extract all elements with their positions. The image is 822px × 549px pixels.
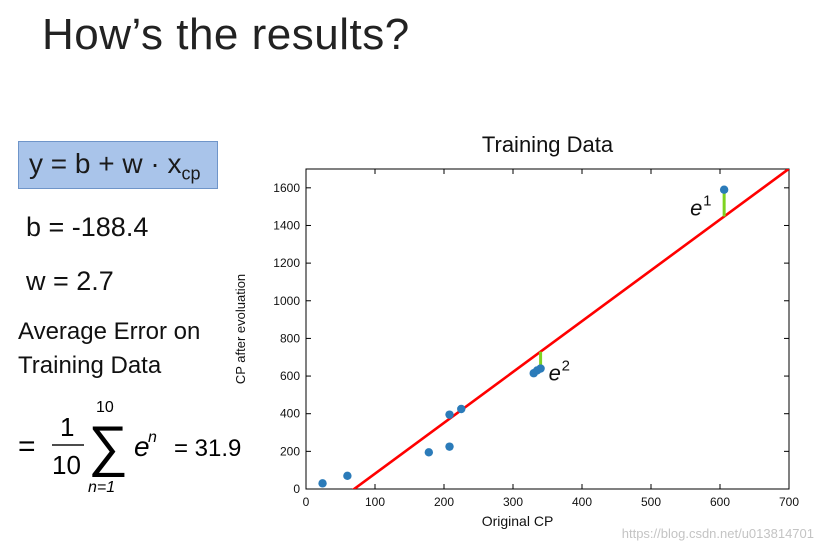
data-point [343,471,352,481]
x-tick-label: 200 [434,495,454,509]
x-tick-label: 0 [303,495,310,509]
x-tick-label: 100 [365,495,385,509]
x-tick-label: 500 [641,495,661,509]
error-label-sup-1: 1 [703,193,711,210]
regression-formula: y = b + w · xcp [29,148,201,185]
eq-equals: = [18,430,36,463]
data-point [424,448,434,457]
y-axis-label: CP after evoluation [233,274,248,384]
formula-lhs: y = b + w · x [29,148,182,179]
y-tick-label: 1600 [273,181,300,195]
error-label-2: e [549,361,561,386]
sum-term-superscript: n [148,429,157,446]
sum-upper-limit: 10 [96,399,114,416]
w-value: w = 2.7 [26,266,114,296]
average-error-equation: = 1 10 10 ∑ n=1 e n = 31.9 [18,399,241,496]
data-point [719,185,729,194]
x-tick-label: 600 [710,495,730,509]
average-error-line1: Average Error on [18,318,201,345]
formula-subscript: cp [181,163,201,184]
data-point [445,442,454,451]
average-error-line2: Training Data [18,352,162,379]
frac-denominator: 10 [52,450,81,480]
error-label-sup-2: 2 [562,358,570,375]
x-tick-label: 700 [779,495,799,509]
b-value: b = -188.4 [26,212,149,242]
formula-box: y = b + w · xcp [18,141,218,189]
y-tick-label: 1400 [273,218,300,232]
y-tick-label: 0 [293,482,300,496]
y-tick-label: 400 [280,407,300,421]
y-tick-label: 800 [280,331,300,345]
sum-term: e [134,431,150,462]
data-point [536,364,545,373]
frac-numerator: 1 [60,412,74,442]
y-tick-label: 600 [280,369,300,383]
sum-lower-limit: n=1 [88,479,115,496]
average-error-value: = 31.9 [174,435,241,462]
sum-sigma: ∑ [88,414,128,477]
data-point [445,410,454,419]
x-tick-label: 300 [503,495,523,509]
error-label-1: e [690,196,702,221]
plot-frame [305,168,790,490]
chart-title: Training Data [482,132,614,157]
data-point [457,404,466,414]
y-tick-label: 1000 [273,294,300,308]
y-tick-label: 200 [280,444,300,458]
average-error-label: Average Error on Training Data [18,315,200,383]
x-axis-label: Original CP [482,513,554,529]
y-tick-label: 1200 [273,256,300,270]
slide-title: How’s the results? [42,10,410,59]
regression-line [351,169,789,489]
x-tick-label: 400 [572,495,592,509]
watermark: https://blog.csdn.net/u013814701 [621,526,814,541]
data-point [318,479,327,488]
